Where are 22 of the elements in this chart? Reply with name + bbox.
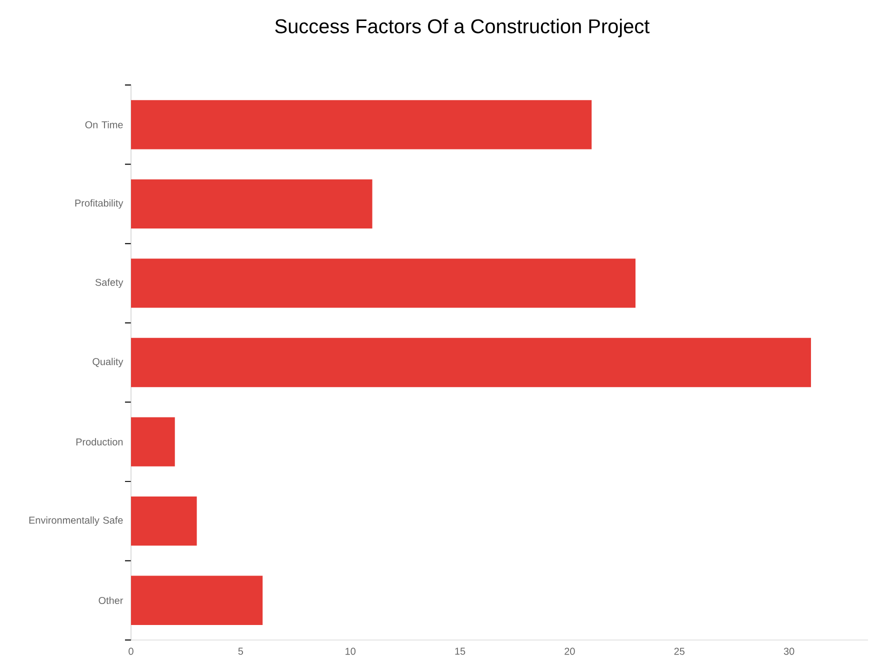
x-tick-label: 30 (784, 648, 794, 655)
x-tick-label: 25 (674, 648, 684, 655)
y-tick-label: Safety (95, 278, 124, 288)
bar (131, 576, 263, 625)
bar (131, 100, 592, 150)
y-tick-label: Other (98, 596, 124, 604)
x-tick-label: 0 (128, 648, 134, 655)
y-tick-label: Quality (92, 358, 124, 368)
y-tick-label: Environmentally Safe (29, 516, 123, 526)
bar (131, 417, 175, 466)
bar (131, 179, 372, 229)
bar (131, 338, 811, 388)
y-tick-label: Profitability (75, 199, 124, 209)
bar (131, 496, 197, 546)
y-tick-label: Production (76, 438, 123, 446)
x-tick-label: 10 (346, 648, 356, 655)
bar (131, 258, 636, 308)
x-tick-label: 5 (238, 648, 244, 655)
x-tick-label: 15 (455, 648, 466, 655)
x-tick-label: 20 (564, 648, 575, 655)
y-tick-label: On Time (85, 120, 123, 128)
chart-title: Success Factors Of a Construction Project (275, 18, 650, 38)
